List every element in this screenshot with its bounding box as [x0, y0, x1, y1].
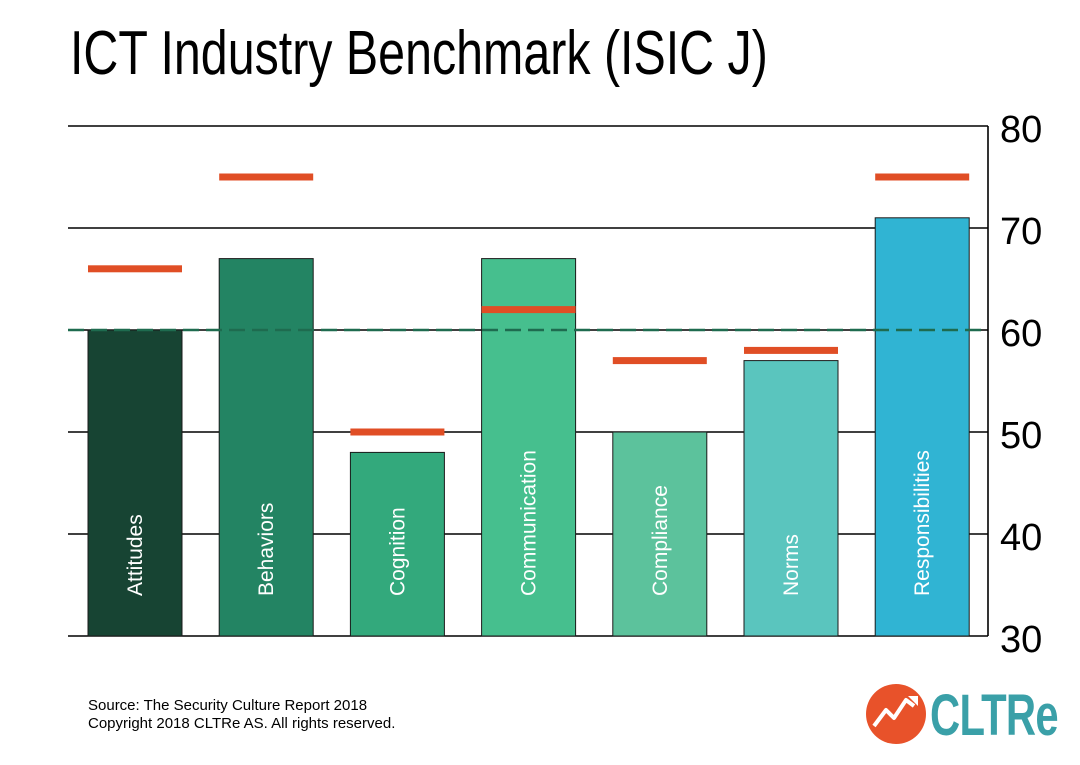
y-tick-label-50: 50	[1000, 415, 1042, 457]
chart-title: ICT Industry Benchmark (ISIC J)	[70, 19, 768, 88]
bar-label-compliance: Compliance	[649, 485, 672, 596]
y-tick-label-70: 70	[1000, 211, 1042, 253]
benchmark-marker-compliance	[612, 357, 707, 365]
bar-label-responsibilities: Responsibilities	[911, 450, 934, 596]
bar-behaviors	[218, 258, 314, 637]
logo-text: CLTRe	[930, 683, 1059, 748]
benchmark-marker-attitudes	[88, 265, 182, 273]
benchmark-marker-cognition	[350, 428, 445, 436]
bar-cognition	[349, 451, 445, 637]
bar-responsibilities	[874, 217, 970, 637]
bar-norms	[743, 360, 839, 637]
source-line: Source: The Security Culture Report 2018	[88, 697, 368, 714]
benchmark-marker-responsibilities	[875, 173, 970, 181]
bar-label-behaviors: Behaviors	[255, 503, 278, 596]
bar-label-attitudes: Attitudes	[124, 514, 147, 596]
copyright-line: Copyright 2018 CLTRe AS. All rights rese…	[88, 715, 396, 732]
bar-label-cognition: Cognition	[386, 507, 409, 596]
bar-label-communication: Communication	[518, 450, 541, 596]
y-tick-label-60: 60	[1000, 313, 1042, 355]
bar-compliance	[612, 431, 708, 637]
benchmark-marker-behaviors	[219, 173, 314, 181]
bar-label-norms: Norms	[780, 534, 803, 596]
bar-attitudes	[87, 329, 183, 637]
cltre-logo: CLTRe	[864, 680, 1059, 752]
logo-trend-icon	[866, 684, 926, 744]
y-tick-label-40: 40	[1000, 517, 1042, 559]
bar-communication	[481, 258, 577, 637]
benchmark-marker-communication	[481, 306, 576, 314]
benchmark-marker-norms	[744, 346, 838, 354]
source-note: Source: The Security Culture Report 2018…	[88, 697, 395, 733]
y-tick-label-30: 30	[1000, 619, 1042, 661]
y-tick-label-80: 80	[1000, 109, 1042, 151]
